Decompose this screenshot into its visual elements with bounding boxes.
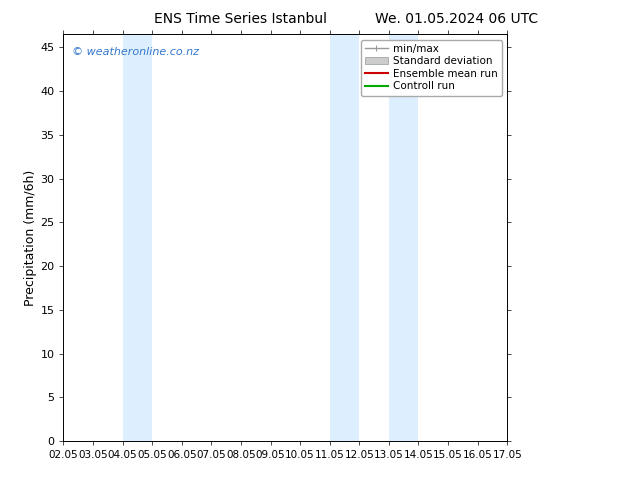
Text: © weatheronline.co.nz: © weatheronline.co.nz — [72, 47, 199, 56]
Text: ENS Time Series Istanbul: ENS Time Series Istanbul — [155, 12, 327, 26]
Bar — [389, 34, 418, 441]
Text: We. 01.05.2024 06 UTC: We. 01.05.2024 06 UTC — [375, 12, 538, 26]
Y-axis label: Precipitation (mm/6h): Precipitation (mm/6h) — [25, 170, 37, 306]
Legend: min/max, Standard deviation, Ensemble mean run, Controll run: min/max, Standard deviation, Ensemble me… — [361, 40, 502, 96]
Bar — [330, 34, 359, 441]
Bar — [122, 34, 152, 441]
